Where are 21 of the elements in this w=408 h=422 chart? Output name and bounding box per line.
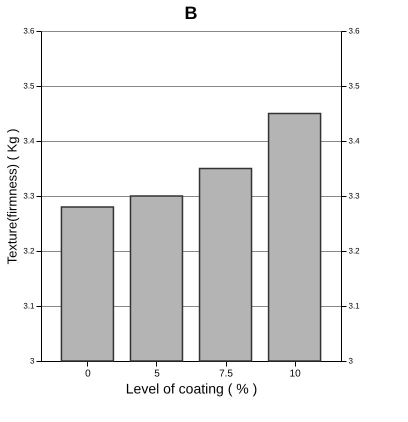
y2-tick-label: 3 <box>348 356 354 366</box>
x-tick-label: 5 <box>154 368 160 380</box>
x-axis-title: Level of coating ( % ) <box>126 380 258 396</box>
y2-tick-label: 3.4 <box>348 136 360 146</box>
y-tick-label: 3.2 <box>23 246 36 256</box>
y2-tick-label: 3.1 <box>348 302 360 310</box>
x-tick-label: 0 <box>85 368 92 380</box>
y-tick-label: 3.3 <box>23 192 36 200</box>
x-tick-label: 7.5 <box>219 368 234 380</box>
y-tick-label: 3.4 <box>23 136 36 146</box>
y-tick-label: 3.5 <box>23 82 36 90</box>
y-axis-title: Texture(firmness) ( Kg ) <box>4 128 20 264</box>
y2-tick-label: 3.5 <box>348 82 360 90</box>
y2-tick-label: 3.2 <box>348 246 360 256</box>
y2-tick-label: 3.6 <box>348 26 360 36</box>
y-tick-label: 3.1 <box>23 302 36 310</box>
y2-tick-label: 3.3 <box>348 192 360 200</box>
y-tick-label: 3.6 <box>23 26 36 36</box>
chart-title: B <box>184 3 198 23</box>
y-tick-label: 3 <box>30 356 36 366</box>
x-tick-label: 10 <box>290 368 302 380</box>
